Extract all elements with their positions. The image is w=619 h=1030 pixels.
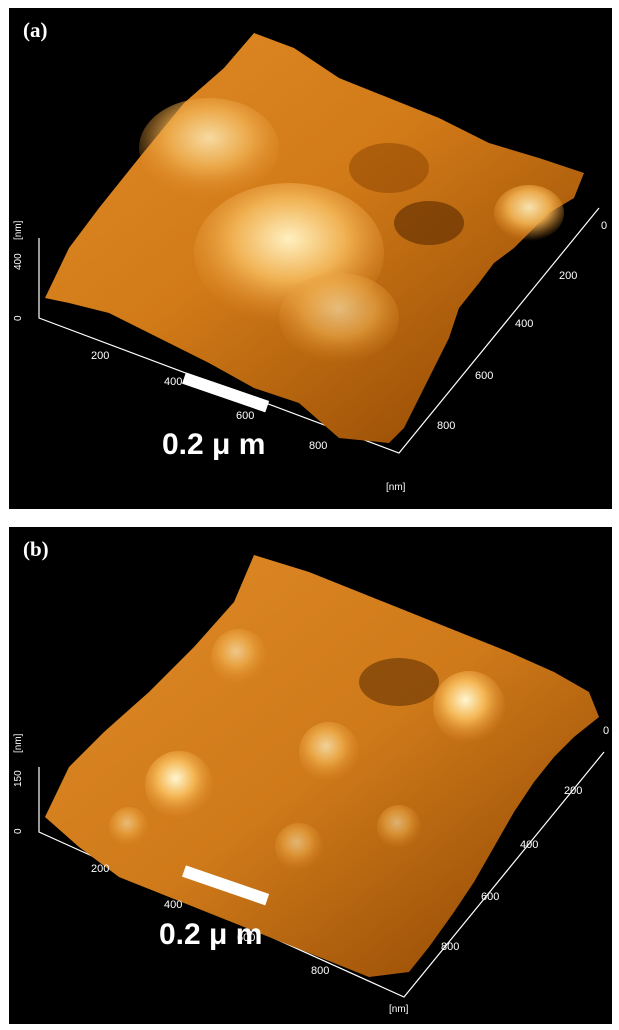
z-axis-zero: 0 <box>13 315 24 321</box>
x-tick-600: 600 <box>237 932 256 944</box>
xy-unit: [nm] <box>386 482 406 493</box>
xy-unit: [nm] <box>389 1004 409 1015</box>
y-tick-800: 800 <box>441 941 460 953</box>
y-tick-600: 600 <box>475 370 494 382</box>
scale-bar-label: 0.2 μ m <box>159 918 263 951</box>
z-axis-unit: [nm] <box>13 220 24 240</box>
y-tick-400: 400 <box>520 839 539 851</box>
afm-surface-b <box>38 555 605 998</box>
x-tick-800: 800 <box>311 965 330 977</box>
x-tick-600: 600 <box>236 410 255 422</box>
afm-panel-b: (b) 150 [nm] 0 200 400 600 800 0 200 400… <box>9 527 612 1024</box>
z-axis-max: 150 <box>13 770 24 787</box>
z-axis-unit: [nm] <box>13 733 24 753</box>
panel-label: (b) <box>23 537 49 561</box>
y-tick-400: 400 <box>515 318 534 330</box>
y-tick-0: 0 <box>603 725 610 737</box>
z-axis-zero: 0 <box>13 828 24 834</box>
x-tick-400: 400 <box>164 376 183 388</box>
afm-panel-a: (a) 400 [nm] 0 200 400 600 800 0 200 400… <box>9 8 612 509</box>
scale-bar-label: 0.2 μ m <box>162 428 266 461</box>
x-tick-400: 400 <box>164 899 183 911</box>
panel-label: (a) <box>23 18 48 42</box>
x-tick-800: 800 <box>309 440 328 452</box>
y-tick-600: 600 <box>481 891 500 903</box>
z-axis-max: 400 <box>13 253 24 270</box>
y-tick-0: 0 <box>601 220 608 232</box>
x-tick-200: 200 <box>91 350 110 362</box>
y-tick-200: 200 <box>559 270 578 282</box>
afm-surface-a <box>38 33 600 454</box>
y-tick-800: 800 <box>437 420 456 432</box>
y-tick-200: 200 <box>564 785 583 797</box>
x-tick-200: 200 <box>91 863 110 875</box>
